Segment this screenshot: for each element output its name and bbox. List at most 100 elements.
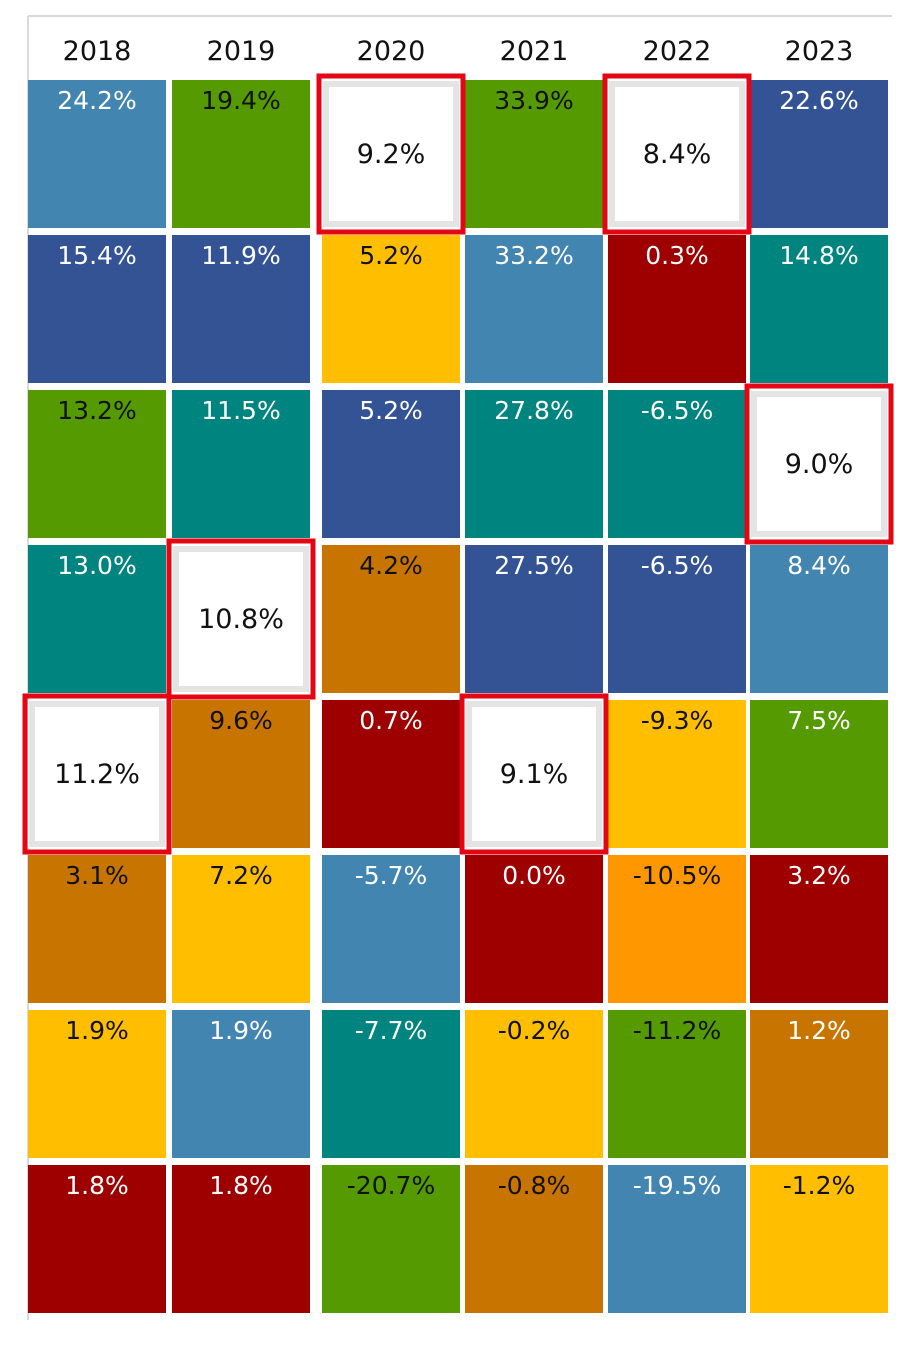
highlight-cell-background	[172, 545, 310, 693]
quilt-cell: 0.0%	[465, 855, 603, 1003]
quilt-cells: 24.2% 19.4% 9.2% 33.9% 8.4% 22.6% 15.4% 11.9% 5.…	[28, 80, 888, 1313]
year-header-2019: 2019	[207, 36, 276, 67]
cell-value-label: 0.7%	[359, 706, 423, 735]
cell-value-label: 22.6%	[779, 86, 858, 115]
cell-value-label: 13.2%	[57, 396, 136, 425]
cell-background	[28, 855, 166, 1003]
quilt-cell: 7.5%	[750, 700, 888, 848]
cell-background	[28, 1010, 166, 1158]
cell-value-label: 13.0%	[57, 551, 136, 580]
highlight-cell-background	[322, 80, 460, 228]
cell-value-label: 5.2%	[359, 241, 423, 270]
cell-background	[172, 390, 310, 538]
cell-background	[465, 545, 603, 693]
year-header-2020: 2020	[357, 36, 426, 67]
quilt-cell: 19.4%	[172, 80, 310, 228]
cell-value-label: 33.9%	[494, 86, 573, 115]
cell-background	[608, 1165, 746, 1313]
quilt-cell: -10.5%	[608, 855, 746, 1003]
cell-value-label: 11.5%	[201, 396, 280, 425]
cell-background	[608, 235, 746, 383]
quilt-cell: 7.2%	[172, 855, 310, 1003]
quilt-cell: 9.0%	[750, 390, 888, 538]
cell-value-label: 1.9%	[65, 1016, 129, 1045]
cell-value-label: 14.8%	[779, 241, 858, 270]
highlight-cell-background	[28, 700, 166, 848]
cell-value-label: -0.2%	[498, 1016, 571, 1045]
cell-value-label: -0.8%	[498, 1171, 571, 1200]
quilt-cell: 8.4%	[608, 80, 746, 228]
year-header-row: 2018 2019 2020 2021 2022 2023	[63, 36, 854, 67]
highlight-cell-background	[750, 390, 888, 538]
cell-value-label: 33.2%	[494, 241, 573, 270]
cell-background	[750, 235, 888, 383]
cell-background	[465, 1010, 603, 1158]
cell-value-label: 7.5%	[787, 706, 851, 735]
quilt-cell: 1.9%	[172, 1010, 310, 1158]
quilt-cell: 1.9%	[28, 1010, 166, 1158]
quilt-cell: -1.2%	[750, 1165, 888, 1313]
year-header-2022: 2022	[643, 36, 712, 67]
year-header-2018: 2018	[63, 36, 132, 67]
cell-background	[608, 700, 746, 848]
quilt-cell: 33.2%	[465, 235, 603, 383]
cell-background	[172, 80, 310, 228]
highlight-red-outline	[744, 383, 894, 545]
cell-background	[465, 855, 603, 1003]
highlight-inner-shadow	[323, 81, 459, 227]
cell-background	[322, 235, 460, 383]
cell-value-label: 15.4%	[57, 241, 136, 270]
cell-value-label: -6.5%	[641, 396, 714, 425]
quilt-cell: 14.8%	[750, 235, 888, 383]
cell-value-label: 27.5%	[494, 551, 573, 580]
cell-background	[465, 390, 603, 538]
cell-value-label: 10.8%	[198, 604, 284, 635]
cell-value-label: -9.3%	[641, 706, 714, 735]
cell-background	[608, 390, 746, 538]
cell-value-label: 5.2%	[359, 396, 423, 425]
quilt-cell: -0.8%	[465, 1165, 603, 1313]
year-header-2023: 2023	[785, 36, 854, 67]
cell-background	[172, 1010, 310, 1158]
quilt-cell: 9.6%	[172, 700, 310, 848]
quilt-cell: 27.8%	[465, 390, 603, 538]
highlight-cell-background	[465, 700, 603, 848]
quilt-cell: -0.2%	[465, 1010, 603, 1158]
cell-value-label: 24.2%	[57, 86, 136, 115]
cell-background	[322, 1165, 460, 1313]
quilt-cell: 0.7%	[322, 700, 460, 848]
highlight-red-outline	[602, 73, 752, 235]
cell-value-label: 3.1%	[65, 861, 129, 890]
quilt-cell: 11.5%	[172, 390, 310, 538]
quilt-cell: 0.3%	[608, 235, 746, 383]
highlight-inner-shadow	[466, 701, 602, 847]
cell-value-label: 9.0%	[785, 449, 854, 480]
cell-background	[28, 80, 166, 228]
highlight-red-outline	[166, 538, 316, 700]
cell-value-label: 9.6%	[209, 706, 273, 735]
cell-background	[28, 545, 166, 693]
highlight-red-outline	[22, 693, 172, 855]
quilt-cell: 3.1%	[28, 855, 166, 1003]
quilt-cell: 11.2%	[28, 700, 166, 848]
highlight-inner-shadow	[173, 546, 309, 692]
quilt-cell: 4.2%	[322, 545, 460, 693]
cell-value-label: 27.8%	[494, 396, 573, 425]
cell-background	[465, 80, 603, 228]
cell-background	[28, 390, 166, 538]
cell-value-label: 7.2%	[209, 861, 273, 890]
cell-value-label: -11.2%	[633, 1016, 721, 1045]
cell-value-label: 1.2%	[787, 1016, 851, 1045]
quilt-cell: 5.2%	[322, 235, 460, 383]
cell-background	[322, 545, 460, 693]
quilt-cell: 13.0%	[28, 545, 166, 693]
quilt-cell: 9.1%	[465, 700, 603, 848]
cell-background	[750, 545, 888, 693]
cell-background	[28, 235, 166, 383]
quilt-cell: 1.8%	[28, 1165, 166, 1313]
quilt-cell: 1.2%	[750, 1010, 888, 1158]
quilt-cell: -5.7%	[322, 855, 460, 1003]
cell-background	[750, 80, 888, 228]
cell-value-label: 11.2%	[54, 759, 140, 790]
cell-background	[322, 1010, 460, 1158]
